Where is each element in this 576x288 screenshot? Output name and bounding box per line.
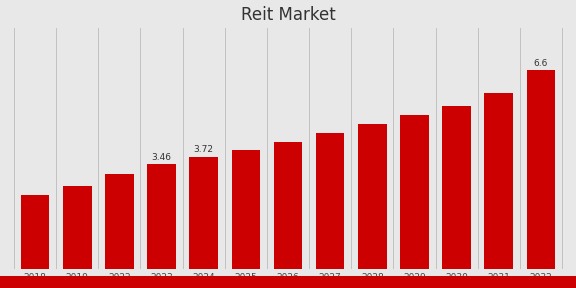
Bar [105,174,134,269]
Bar [21,195,50,269]
Bar [190,157,218,269]
Bar [147,164,176,269]
Bar [316,133,344,269]
Bar [400,115,429,269]
Text: 3.46: 3.46 [151,153,172,162]
Bar [63,186,92,269]
Bar [358,124,386,269]
Text: 3.72: 3.72 [194,145,214,154]
Text: 6.6: 6.6 [534,58,548,68]
Title: Reit Market: Reit Market [241,5,335,24]
Bar [526,70,555,269]
Bar [442,106,471,269]
Bar [232,150,260,269]
Bar [274,142,302,269]
Bar [484,92,513,269]
